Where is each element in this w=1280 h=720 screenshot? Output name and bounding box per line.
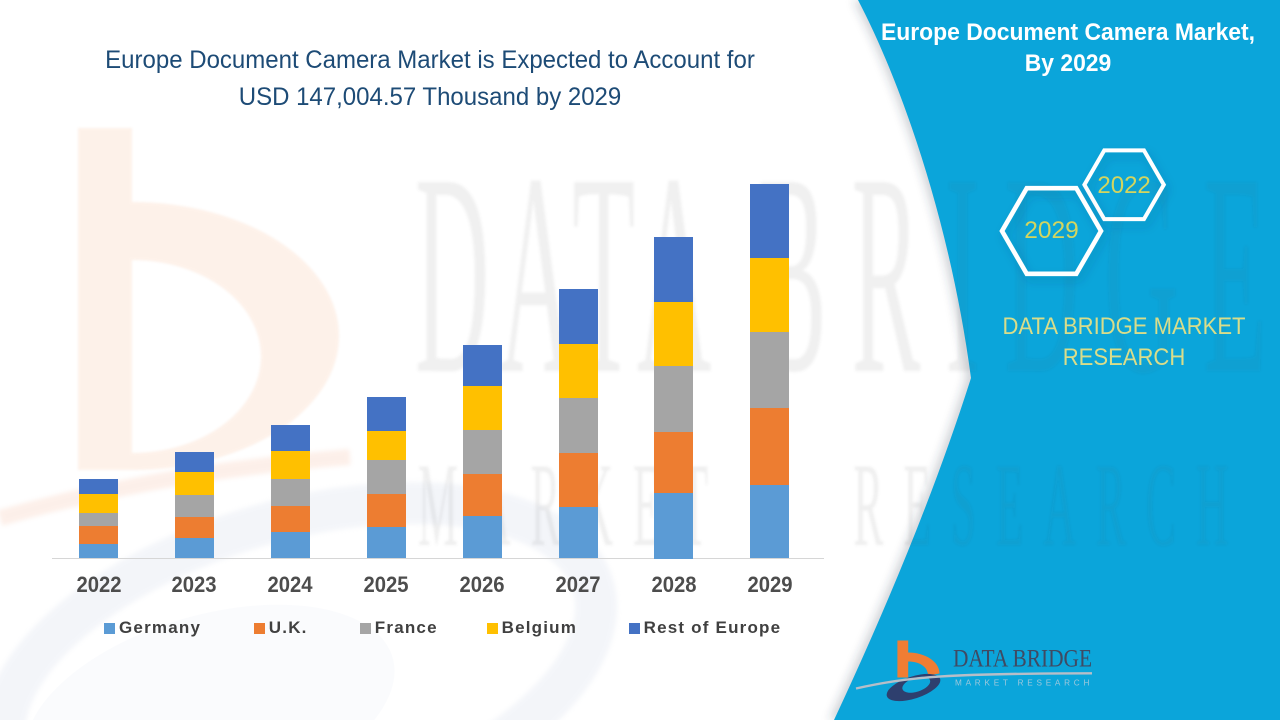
svg-text:DATA BRIDGE: DATA BRIDGE	[953, 646, 1092, 673]
svg-text:MARKET RESEARCH: MARKET RESEARCH	[955, 679, 1094, 688]
svg-text:MARKET RESEARCH: MARKET RESEARCH	[418, 441, 1248, 572]
